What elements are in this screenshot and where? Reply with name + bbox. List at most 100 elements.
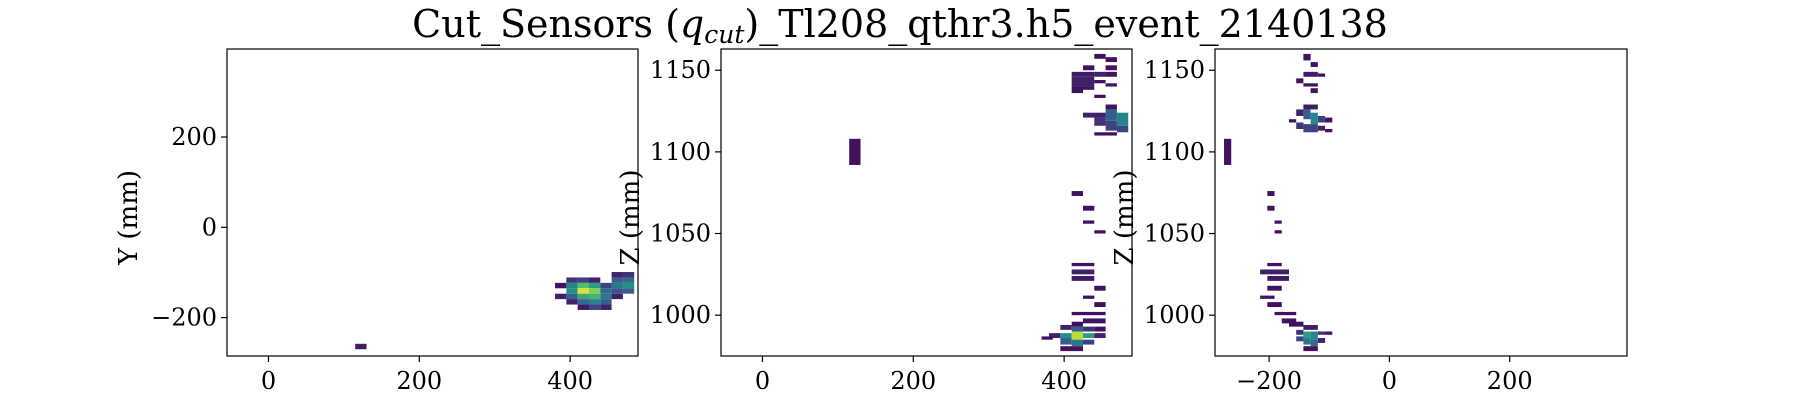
heatmap-cell xyxy=(1082,112,1106,118)
y-tick-label: 1050 xyxy=(650,220,711,248)
heatmap-cell xyxy=(1317,338,1326,343)
heatmap-cell xyxy=(1049,333,1061,339)
heatmap-cell xyxy=(1094,302,1106,308)
heatmap-cell xyxy=(1296,122,1304,130)
y-tick-label: −200 xyxy=(151,304,217,332)
heatmap-cell xyxy=(1303,83,1318,87)
heatmap-cell xyxy=(1060,346,1083,352)
y-tick-label: 200 xyxy=(171,123,217,151)
heatmap-cell xyxy=(1082,220,1095,224)
panel-yz: −200 0 200 1000 1050 1100 1150 Z (mm) xyxy=(1110,48,1628,395)
heatmap-cell xyxy=(1094,326,1106,332)
y-tick-label: 1100 xyxy=(1144,138,1205,166)
heatmap-cell xyxy=(622,272,635,278)
heatmap-cell xyxy=(1260,295,1275,299)
heatmap-cell xyxy=(1267,302,1282,308)
heatmap-cell xyxy=(1267,205,1275,211)
heatmap-cell xyxy=(1296,329,1304,335)
heatmap-cell xyxy=(1071,269,1095,275)
heatmap-cell xyxy=(622,277,635,283)
heatmap-cell xyxy=(600,288,612,294)
heatmap-cell xyxy=(1116,125,1129,133)
heatmap-cell xyxy=(1274,220,1282,224)
heatmap-cell xyxy=(1310,62,1318,67)
heatmap-cell xyxy=(622,282,635,289)
heatmap-cell xyxy=(1094,117,1106,126)
heatmap-cell xyxy=(600,299,612,305)
heatmap-cell xyxy=(1224,138,1232,165)
y-tick-label: 0 xyxy=(202,213,217,241)
heatmap-cell xyxy=(611,277,623,283)
heatmap-cell xyxy=(555,282,567,289)
heatmap-cell xyxy=(622,288,635,294)
heatmap-cell xyxy=(1071,76,1095,87)
heatmap-cell xyxy=(611,293,623,300)
heatmap-cell xyxy=(1082,295,1095,299)
y-tick-label: 1000 xyxy=(650,301,711,329)
heatmap-cell xyxy=(1325,129,1333,133)
heatmap-cell xyxy=(577,293,589,300)
title-part-sub: cut xyxy=(704,20,745,49)
y-tick-label: 1050 xyxy=(1144,220,1205,248)
plot-frame xyxy=(226,48,639,357)
heatmap-cell xyxy=(588,293,601,300)
heatmap-cell xyxy=(1317,125,1326,131)
y-axis-label: Y (mm) xyxy=(114,170,144,266)
heatmap-cell xyxy=(1281,318,1297,324)
heatmap-cell xyxy=(1288,119,1297,123)
heatmap-cell xyxy=(1071,321,1083,327)
heatmap-cell xyxy=(1082,86,1095,90)
heatmap-cell xyxy=(588,277,601,283)
plot-frame xyxy=(1214,48,1628,357)
y-tick-label: 1100 xyxy=(650,138,711,166)
y-tick-label: 1150 xyxy=(650,56,711,84)
heatmap-cell xyxy=(1105,71,1117,77)
heatmap-cell xyxy=(1105,120,1117,131)
heatmap-cell xyxy=(600,293,612,300)
heatmap-cell xyxy=(588,299,601,305)
heatmap-cell xyxy=(1274,311,1297,316)
heatmap-cell xyxy=(1296,78,1304,84)
heatmap-cell xyxy=(1303,71,1318,77)
x-tick-label: 0 xyxy=(1382,367,1397,395)
title-part-tail: )_Tl208_qthr3.h5_event_2140138 xyxy=(744,2,1387,47)
heatmap-cell xyxy=(1094,333,1106,339)
heatmap-cell xyxy=(588,304,601,310)
heatmap-cell xyxy=(577,304,589,310)
heatmap-cell xyxy=(577,277,589,283)
heatmap-cell xyxy=(600,304,612,310)
heatmap-cell xyxy=(1303,331,1311,339)
heatmap-cell xyxy=(1105,104,1117,110)
heatmap-cell xyxy=(566,277,578,283)
heatmap-cell xyxy=(1105,109,1117,121)
y-tick-label: 1000 xyxy=(1144,301,1205,329)
heatmap-cell xyxy=(1303,324,1318,330)
heatmap-cell xyxy=(1317,331,1326,335)
heatmap-cells xyxy=(1224,53,1333,352)
heatmap-cell xyxy=(1310,331,1318,340)
panel-xy: 0 200 400 −200 0 200 Y (mm) xyxy=(114,48,639,395)
x-tick-label: 200 xyxy=(396,367,442,395)
heatmap-cell xyxy=(1094,230,1106,234)
title-part-q: q xyxy=(680,2,704,46)
heatmap-cell xyxy=(1116,112,1129,126)
x-tick-label: 400 xyxy=(547,367,593,395)
heatmap-cell xyxy=(1071,275,1095,281)
heatmap-cell xyxy=(566,282,578,289)
heatmap-cell xyxy=(577,288,589,294)
heatmap-cell xyxy=(1071,311,1106,316)
heatmap-cell xyxy=(1105,83,1117,87)
heatmap-cell xyxy=(1105,65,1117,71)
x-tick-label: 0 xyxy=(755,367,770,395)
heatmap-cells xyxy=(355,272,635,350)
panel-xz: 0 200 400 1000 1050 1100 1150 Z (mm) xyxy=(616,48,1133,395)
heatmap-cell xyxy=(1071,86,1083,94)
heatmap-cells xyxy=(849,53,1129,352)
x-tick-label: 200 xyxy=(890,367,936,395)
figure-title: Cut_Sensors (qcut)_Tl208_qthr3.h5_event_… xyxy=(412,2,1388,49)
heatmap-cell xyxy=(1317,73,1326,77)
heatmap-cell xyxy=(1303,104,1318,110)
heatmap-cell xyxy=(1082,333,1095,339)
heatmap-cell xyxy=(566,293,578,300)
